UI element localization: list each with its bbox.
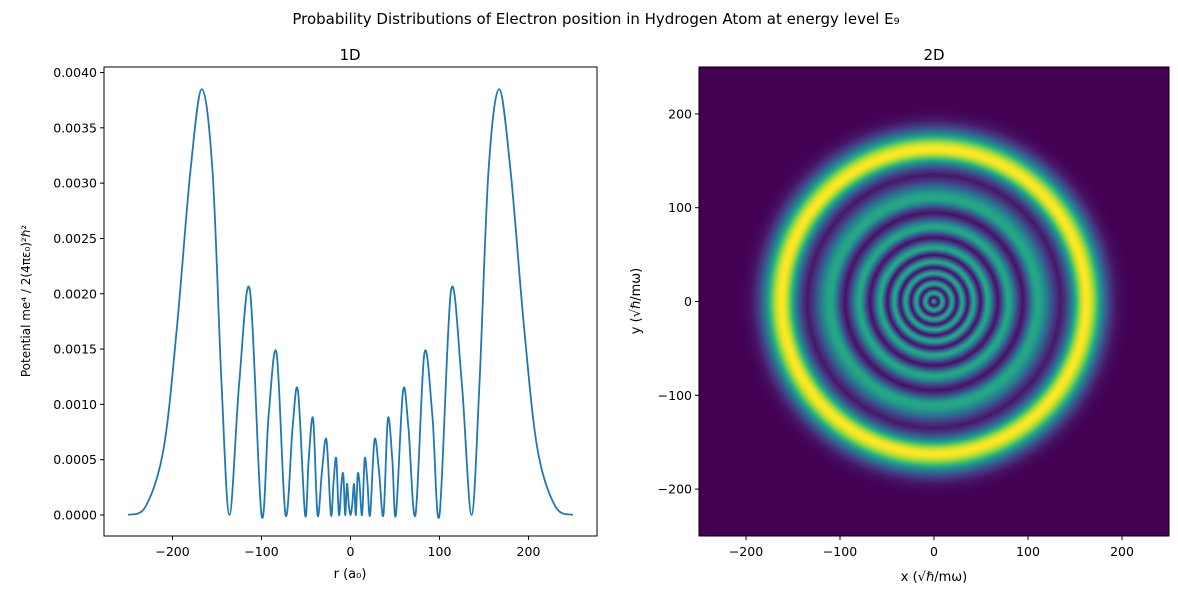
y-tick-label-1d: 0.0005 bbox=[53, 452, 97, 467]
x-tick-label-2d: −100 bbox=[823, 544, 857, 559]
x-axis-label-2d: x (√ℏ/mω) bbox=[901, 570, 967, 585]
x-axis-1d: −200 −100 0 100 200 bbox=[155, 536, 540, 559]
x-tick-label-1d: −100 bbox=[244, 544, 278, 559]
x-tick-label-1d: 100 bbox=[428, 544, 452, 559]
y-tick-label-1d: 0.0025 bbox=[53, 231, 97, 246]
chart-1d-title: 1D bbox=[339, 46, 360, 64]
y-axis-2d: −200 −100 0 100 200 bbox=[658, 106, 699, 497]
y-tick-label-1d: 0.0030 bbox=[53, 176, 97, 191]
x-axis-label-1d: r (a₀) bbox=[334, 567, 367, 582]
plot-area-1d bbox=[104, 67, 597, 536]
chart-2d-title: 2D bbox=[923, 46, 944, 64]
y-tick-label-1d: 0.0010 bbox=[53, 397, 97, 412]
y-tick-label-1d: 0.0035 bbox=[53, 120, 97, 135]
x-tick-label-2d: 200 bbox=[1110, 544, 1134, 559]
heatmap-2d: 2D −200 −100 0 100 200 −200 −100 0 100 200 x (√ℏ… bbox=[629, 46, 1170, 585]
y-tick-label-1d: 0.0000 bbox=[53, 507, 97, 522]
x-tick-label-2d: 100 bbox=[1016, 544, 1040, 559]
x-tick-label-1d: 0 bbox=[347, 544, 355, 559]
x-tick-label-2d: −200 bbox=[729, 544, 763, 559]
y-tick-label-2d: 200 bbox=[668, 106, 692, 121]
x-tick-label-1d: −200 bbox=[155, 544, 189, 559]
x-tick-label-2d: 0 bbox=[930, 544, 938, 559]
figure-suptitle: Probability Distributions of Electron po… bbox=[292, 10, 899, 28]
probability-line bbox=[127, 88, 574, 519]
y-tick-label-1d: 0.0040 bbox=[53, 65, 97, 80]
x-axis-2d: −200 −100 0 100 200 bbox=[729, 536, 1134, 559]
heatmap-image bbox=[699, 67, 1169, 536]
plot-frame-1d bbox=[103, 66, 598, 537]
y-tick-label-1d: 0.0020 bbox=[53, 286, 97, 301]
y-tick-label-2d: 100 bbox=[668, 200, 692, 215]
line-chart-1d: 1D 0.00000.00050.00100.00150.00200.00250… bbox=[19, 46, 598, 582]
y-axis-1d: 0.0000 0.0005 0.0010 0.0015 0.0020 0.0025 0.00… bbox=[53, 65, 104, 522]
y-tick-label-2d: −200 bbox=[658, 482, 692, 497]
y-tick-label-2d: −100 bbox=[658, 388, 692, 403]
x-tick-label-1d: 200 bbox=[517, 544, 541, 559]
y-axis-label-2d: y (√ℏ/mω) bbox=[629, 268, 644, 334]
y-tick-label-2d: 0 bbox=[684, 294, 692, 309]
y-axis-label-1d: Potential me⁴ / 2(4πε₀)²ℏ² bbox=[19, 225, 33, 378]
y-tick-label-1d: 0.0015 bbox=[53, 342, 97, 357]
